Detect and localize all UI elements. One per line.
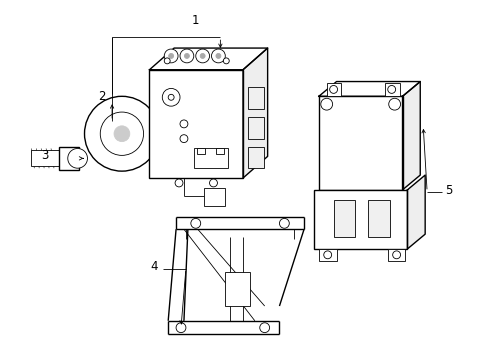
Circle shape [323, 251, 331, 259]
Circle shape [164, 49, 178, 63]
Circle shape [168, 54, 173, 58]
Bar [247, 117, 263, 139]
Circle shape [180, 120, 187, 128]
Circle shape [388, 98, 400, 110]
Circle shape [176, 323, 185, 333]
Bar [196, 148, 204, 154]
Polygon shape [149, 48, 267, 70]
Bar [326, 82, 341, 96]
Bar [59, 147, 79, 170]
Circle shape [190, 219, 200, 228]
Bar [247, 87, 263, 109]
Circle shape [223, 58, 229, 64]
Bar [225, 271, 249, 306]
Circle shape [68, 148, 87, 168]
Circle shape [387, 85, 395, 93]
Bar [31, 150, 59, 166]
Circle shape [279, 219, 289, 228]
Circle shape [200, 54, 204, 58]
Circle shape [209, 179, 217, 187]
Circle shape [168, 94, 174, 100]
Circle shape [180, 49, 193, 63]
Circle shape [162, 89, 180, 106]
Bar [318, 96, 402, 190]
Polygon shape [402, 82, 419, 190]
Polygon shape [318, 82, 419, 96]
Bar [318, 249, 336, 261]
Text: 2: 2 [98, 90, 106, 103]
Circle shape [184, 54, 189, 58]
Circle shape [329, 85, 337, 93]
Circle shape [175, 179, 183, 187]
Bar [216, 148, 224, 154]
Circle shape [195, 49, 209, 63]
Circle shape [164, 58, 170, 64]
Polygon shape [407, 175, 424, 249]
Polygon shape [243, 48, 267, 178]
Bar [333, 200, 355, 237]
Bar [387, 249, 405, 261]
Text: 1: 1 [192, 14, 199, 27]
Circle shape [211, 49, 225, 63]
Circle shape [392, 251, 400, 259]
Circle shape [84, 96, 159, 171]
Circle shape [180, 135, 187, 143]
Circle shape [259, 323, 269, 333]
Text: 3: 3 [41, 149, 48, 162]
Bar [193, 148, 228, 168]
Circle shape [216, 54, 221, 58]
Circle shape [320, 98, 332, 110]
Text: 5: 5 [444, 184, 451, 197]
Bar [367, 200, 389, 237]
Text: 4: 4 [150, 260, 158, 273]
Bar [313, 190, 407, 249]
Bar [247, 147, 263, 168]
Circle shape [100, 112, 143, 156]
Circle shape [114, 126, 129, 141]
Bar [384, 82, 399, 96]
Bar [203, 188, 225, 206]
Bar [149, 70, 243, 178]
